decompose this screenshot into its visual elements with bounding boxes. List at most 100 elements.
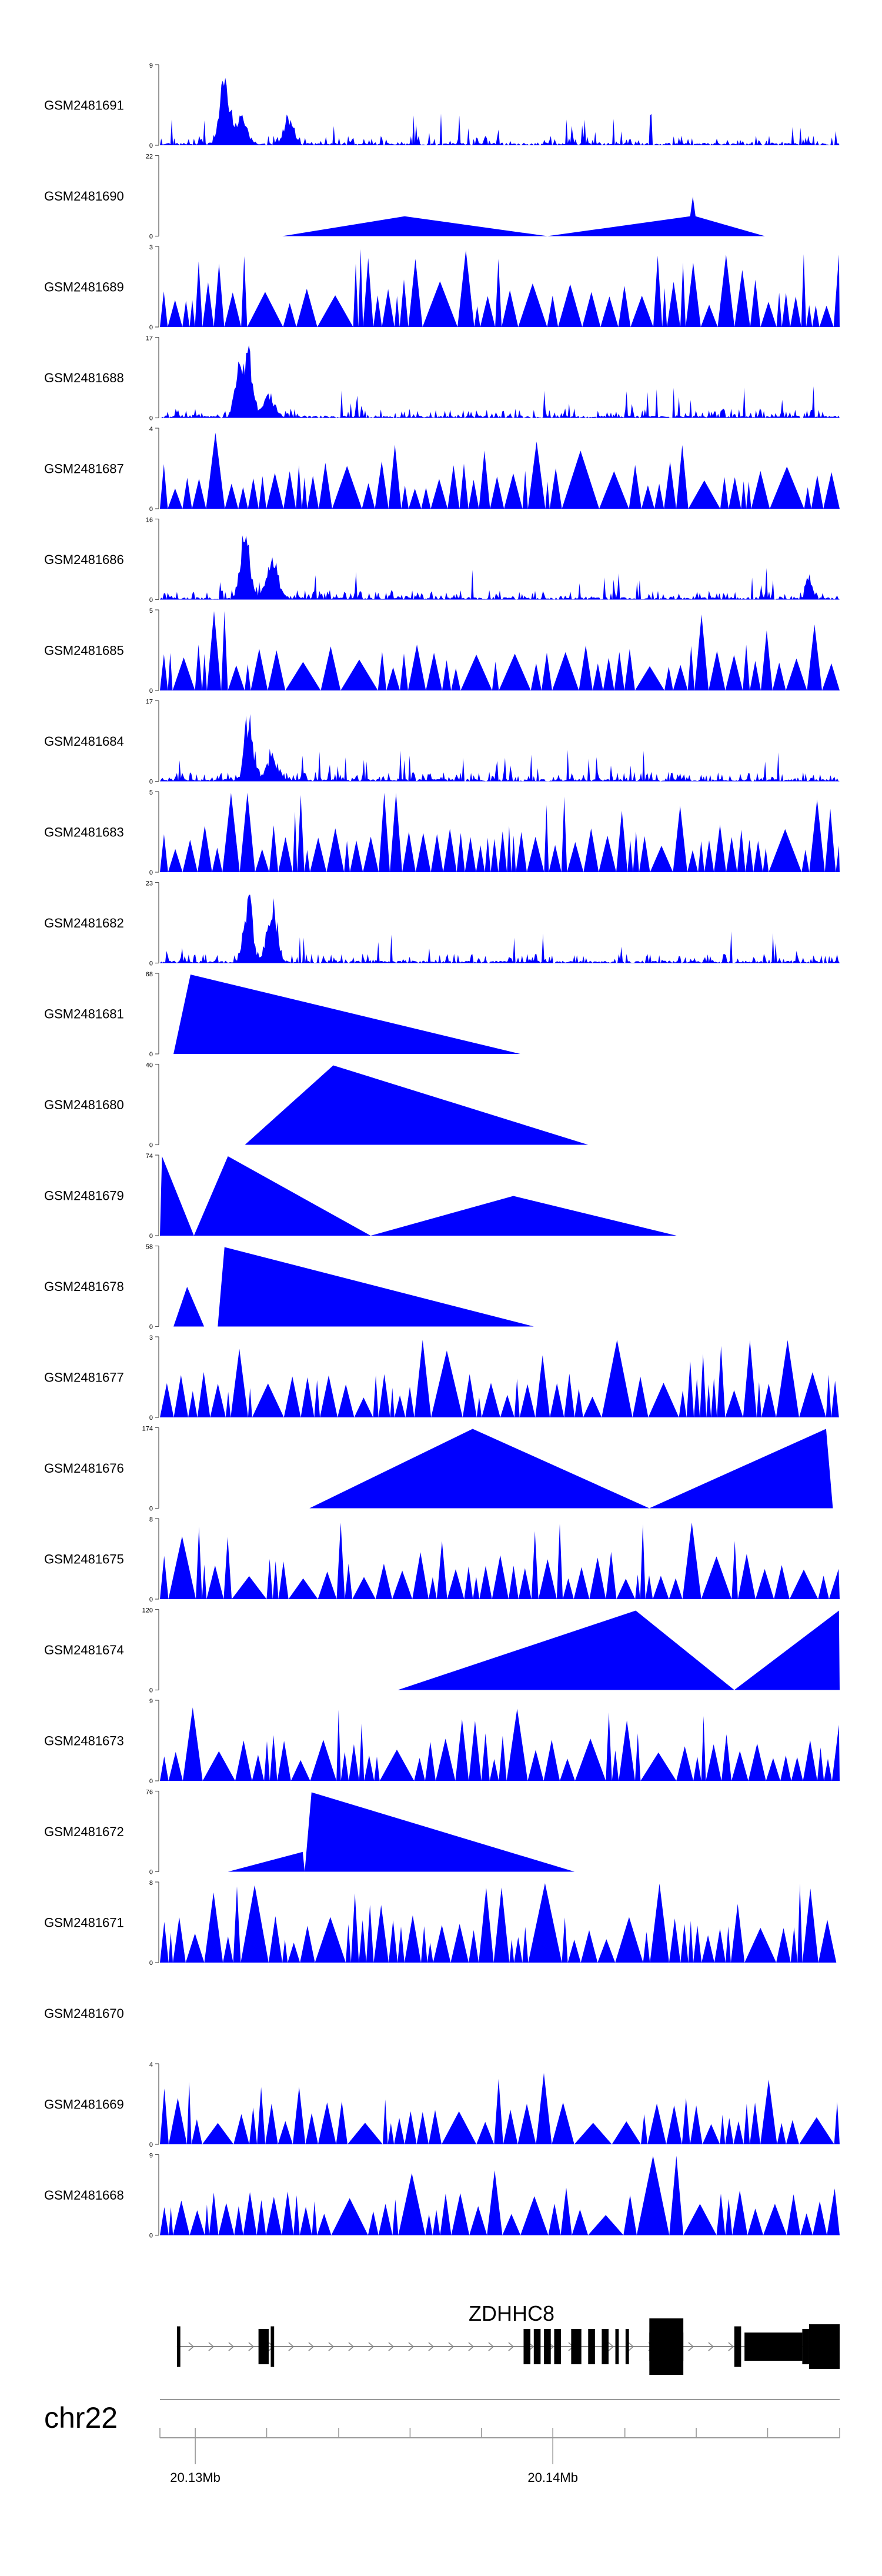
track-label: GSM2481669 xyxy=(44,2097,124,2112)
coverage-area xyxy=(173,1247,534,1327)
y-max-label: 58 xyxy=(146,1244,153,1251)
coverage-area xyxy=(282,196,765,236)
strand-arrow xyxy=(628,2342,634,2351)
coverage-area xyxy=(160,535,840,600)
strand-arrow xyxy=(208,2342,215,2351)
strand-arrow xyxy=(308,2342,315,2351)
y-max-label: 76 xyxy=(146,1789,153,1796)
y-max-label: 23 xyxy=(146,880,153,887)
y-max-label: 22 xyxy=(146,154,153,161)
track-GSM2481674: GSM2481674 120 0 xyxy=(44,1607,840,1694)
track-GSM2481682: GSM2481682 23 0 xyxy=(44,880,840,967)
y-max-label: 9 xyxy=(149,2153,153,2160)
y-max-label: 174 xyxy=(142,1426,153,1433)
track-GSM2481673: GSM2481673 9 0 xyxy=(44,1698,840,1785)
y-min-label: 0 xyxy=(149,869,153,876)
y-min-label: 0 xyxy=(149,2233,153,2240)
y-min-label: 0 xyxy=(149,960,153,967)
y-min-label: 0 xyxy=(149,506,153,513)
track-GSM2481686: GSM2481686 16 0 xyxy=(44,517,840,604)
y-max-label: 120 xyxy=(142,1607,153,1614)
y-max-label: 9 xyxy=(149,62,153,69)
y-min-label: 0 xyxy=(149,1414,153,1422)
track-label: GSM2481681 xyxy=(44,1007,124,1022)
y-min-label: 0 xyxy=(149,1596,153,1603)
y-min-label: 0 xyxy=(149,415,153,422)
coverage-area xyxy=(228,1792,575,1872)
coverage-area xyxy=(160,1156,677,1236)
strand-arrow xyxy=(348,2342,355,2351)
y-max-label: 17 xyxy=(146,699,153,706)
strand-arrow xyxy=(488,2342,495,2351)
y-max-label: 3 xyxy=(149,244,153,251)
chromosome-label: chr22 xyxy=(44,2401,118,2434)
track-label: GSM2481683 xyxy=(44,825,124,840)
track-GSM2481669: GSM2481669 4 0 xyxy=(44,2061,840,2148)
y-min-label: 0 xyxy=(149,1233,153,1240)
track-label: GSM2481672 xyxy=(44,1824,124,1839)
gene-exon xyxy=(270,2326,275,2367)
track-label: GSM2481673 xyxy=(44,1734,124,1749)
track-label: GSM2481691 xyxy=(44,98,124,113)
track-label: GSM2481680 xyxy=(44,1097,124,1112)
coverage-area xyxy=(173,975,520,1054)
y-max-label: 9 xyxy=(149,1698,153,1705)
track-GSM2481679: GSM2481679 74 0 xyxy=(44,1153,677,1240)
track-label: GSM2481690 xyxy=(44,189,124,203)
track-label: GSM2481684 xyxy=(44,734,124,749)
gene-model: ZDHHC8 xyxy=(176,2301,840,2375)
gene-exon xyxy=(802,2329,809,2364)
coverage-area xyxy=(397,1610,840,1690)
track-GSM2481684: GSM2481684 17 0 xyxy=(44,699,840,786)
axis-tick-label: 20.13Mb xyxy=(170,2470,220,2485)
strand-arrow xyxy=(388,2342,395,2351)
coverage-area xyxy=(160,1522,840,1599)
track-label: GSM2481686 xyxy=(44,552,124,567)
y-max-label: 4 xyxy=(149,426,153,433)
gene-exon xyxy=(734,2326,741,2367)
track-GSM2481672: GSM2481672 76 0 xyxy=(44,1789,575,1876)
y-max-label: 17 xyxy=(146,335,153,342)
gene-exon xyxy=(588,2329,595,2364)
y-max-label: 5 xyxy=(149,789,153,796)
track-GSM2481687: GSM2481687 4 0 xyxy=(44,426,840,513)
coverage-area xyxy=(160,714,840,782)
coverage-area xyxy=(160,78,840,145)
y-min-label: 0 xyxy=(149,1324,153,1331)
track-GSM2481685: GSM2481685 5 0 xyxy=(44,608,840,695)
track-label: GSM2481671 xyxy=(44,1916,124,1930)
track-label: GSM2481689 xyxy=(44,280,124,295)
strand-arrow xyxy=(228,2342,235,2351)
strand-arrow xyxy=(408,2342,415,2351)
y-max-label: 16 xyxy=(146,517,153,524)
gene-exon xyxy=(258,2329,269,2364)
track-label: GSM2481682 xyxy=(44,916,124,930)
track-GSM2481671: GSM2481671 8 0 xyxy=(44,1880,837,1967)
track-label: GSM2481668 xyxy=(44,2188,124,2203)
coverage-area xyxy=(160,895,840,963)
strand-arrow xyxy=(248,2342,255,2351)
y-max-label: 5 xyxy=(149,608,153,615)
y-min-label: 0 xyxy=(149,779,153,786)
track-GSM2481675: GSM2481675 8 0 xyxy=(44,1516,840,1603)
y-min-label: 0 xyxy=(149,233,153,241)
strand-arrow xyxy=(708,2342,714,2351)
strand-arrow xyxy=(188,2342,195,2351)
strand-arrow xyxy=(428,2342,435,2351)
y-max-label: 74 xyxy=(146,1153,153,1160)
strand-arrow xyxy=(368,2342,375,2351)
y-min-label: 0 xyxy=(149,142,153,149)
strand-arrow xyxy=(728,2342,734,2351)
track-label: GSM2481688 xyxy=(44,371,124,385)
track-GSM2481670: GSM2481670 xyxy=(44,2006,124,2021)
coverage-area xyxy=(160,345,840,418)
coverage-area xyxy=(160,1883,837,1963)
gene-exon xyxy=(533,2329,541,2364)
track-GSM2481678: GSM2481678 58 0 xyxy=(44,1244,534,1331)
y-min-label: 0 xyxy=(149,1869,153,1876)
y-max-label: 8 xyxy=(149,1880,153,1887)
gene-name: ZDHHC8 xyxy=(469,2301,554,2325)
strand-arrow xyxy=(328,2342,335,2351)
coverage-area xyxy=(160,611,840,690)
track-label: GSM2481679 xyxy=(44,1189,124,1203)
